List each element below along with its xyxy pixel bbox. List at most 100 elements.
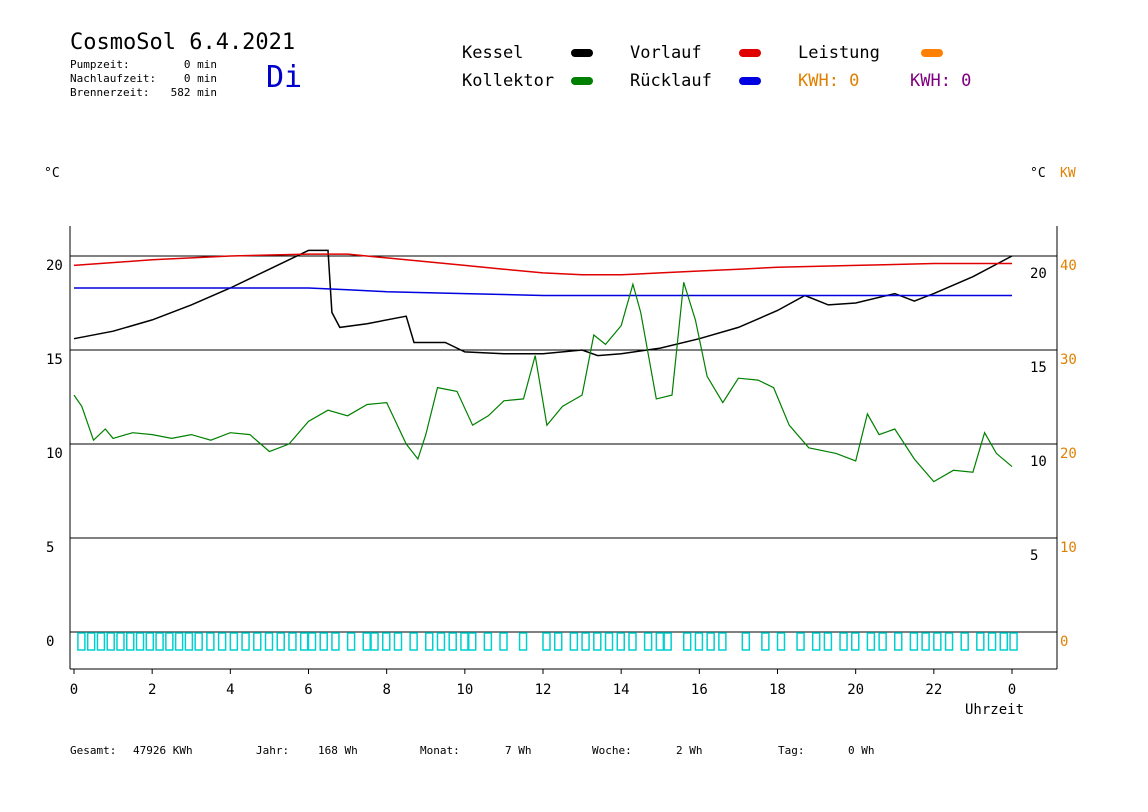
y-tick-label-right: 5 bbox=[1030, 548, 1038, 564]
footer-gesamt-value: 47926 KWh bbox=[133, 744, 193, 757]
legend-ruecklauf-label: Rücklauf bbox=[630, 71, 712, 91]
pump-marker bbox=[878, 632, 887, 651]
legend-kwh-solar: KWH: 0 bbox=[798, 71, 860, 91]
pump-marker bbox=[593, 632, 602, 651]
pump-marker bbox=[542, 632, 551, 651]
pump-marker bbox=[933, 632, 942, 651]
pump-marker bbox=[643, 632, 653, 651]
pump-marker bbox=[253, 632, 262, 651]
pump-marker bbox=[604, 632, 614, 651]
y-tick-label-left: 10 bbox=[46, 446, 63, 462]
legend-kollektor-label: Kollektor bbox=[462, 71, 555, 91]
y-tick-label-right: 10 bbox=[1030, 454, 1047, 470]
footer-woche-value: 2 Wh bbox=[676, 744, 703, 757]
left-axis-unit: °C bbox=[44, 166, 60, 181]
pump-marker bbox=[823, 632, 833, 651]
pump-marker bbox=[866, 632, 876, 651]
pump-marker bbox=[921, 632, 930, 651]
pump-marker bbox=[174, 632, 184, 651]
pump-marker bbox=[126, 632, 135, 651]
pump-marker bbox=[331, 632, 340, 651]
nachlaufzeit-value: 0 min bbox=[183, 72, 217, 85]
pump-marker bbox=[976, 632, 985, 651]
footer-monat-label: Monat: bbox=[420, 744, 460, 757]
x-tick-label: 4 bbox=[226, 682, 234, 698]
y-tick-label-kw: 40 bbox=[1060, 258, 1077, 274]
brennerzeit-value: 582 min bbox=[170, 86, 217, 99]
x-tick-label: 16 bbox=[691, 682, 708, 698]
footer-gesamt-label: Gesamt: bbox=[70, 744, 117, 757]
y-tick-label-left: 0 bbox=[46, 634, 54, 650]
pumpzeit-value: 0 min bbox=[183, 58, 217, 71]
pump-marker bbox=[436, 632, 446, 651]
pump-marker bbox=[616, 632, 626, 651]
right-axis-unit: °C bbox=[1030, 166, 1046, 181]
pump-marker bbox=[165, 632, 174, 651]
pump-marker bbox=[194, 632, 203, 651]
legend-leistung-swatch bbox=[921, 49, 943, 57]
y-tick-label-right: 15 bbox=[1030, 360, 1047, 376]
brennerzeit-label: Brennerzeit: bbox=[70, 86, 150, 99]
pump-marker bbox=[276, 632, 285, 651]
right-axis-unit-kw: KW bbox=[1060, 166, 1076, 181]
pump-marker bbox=[184, 632, 194, 651]
pump-marker bbox=[663, 632, 672, 651]
x-tick-label: 6 bbox=[304, 682, 312, 698]
pump-marker bbox=[96, 632, 106, 651]
x-tick-label: 0 bbox=[70, 682, 78, 698]
y-tick-label-kw: 10 bbox=[1060, 540, 1077, 556]
x-tick-label: 10 bbox=[456, 682, 473, 698]
x-tick-label: 0 bbox=[1008, 682, 1016, 698]
x-tick-label: 2 bbox=[148, 682, 156, 698]
legend-leistung-label: Leistung bbox=[798, 43, 880, 63]
pump-marker bbox=[467, 632, 477, 651]
pump-marker bbox=[694, 632, 704, 651]
legend-vorlauf-swatch bbox=[739, 49, 761, 57]
y-tick-label-left: 5 bbox=[46, 540, 54, 556]
pump-marker bbox=[264, 632, 274, 651]
pump-marker bbox=[909, 632, 919, 651]
pump-marker bbox=[77, 632, 86, 651]
pump-marker bbox=[425, 632, 434, 651]
legend-kwh-other: KWH: 0 bbox=[910, 71, 972, 91]
app-title: CosmoSol 6.4.2021 bbox=[70, 30, 296, 55]
pump-marker bbox=[86, 632, 96, 651]
y-tick-label-kw: 30 bbox=[1060, 352, 1077, 368]
pump-marker bbox=[518, 632, 528, 651]
pumpzeit-label: Pumpzeit: bbox=[70, 58, 130, 71]
legend-kollektor-swatch bbox=[571, 77, 593, 85]
x-tick-label: 12 bbox=[535, 682, 552, 698]
pump-marker bbox=[839, 632, 848, 651]
legend-kessel-label: Kessel bbox=[462, 43, 524, 63]
pump-marker bbox=[553, 632, 563, 651]
legend-vorlauf-label: Vorlauf bbox=[630, 43, 702, 63]
x-tick-label: 8 bbox=[382, 682, 390, 698]
pump-marker bbox=[628, 632, 637, 651]
series-line-kessel bbox=[73, 249, 1013, 357]
footer-tag-value: 0 Wh bbox=[848, 744, 875, 757]
pump-marker bbox=[761, 632, 770, 651]
pump-marker bbox=[229, 632, 239, 651]
pump-marker bbox=[1009, 632, 1018, 651]
footer-jahr-value: 168 Wh bbox=[318, 744, 358, 757]
pump-marker bbox=[116, 632, 125, 651]
pump-marker bbox=[299, 632, 309, 651]
legend-ruecklauf-swatch bbox=[739, 77, 761, 85]
footer-tag-label: Tag: bbox=[778, 744, 805, 757]
x-tick-label: 18 bbox=[769, 682, 786, 698]
y-tick-label-left: 15 bbox=[46, 352, 63, 368]
pump-marker bbox=[718, 632, 727, 651]
pump-marker bbox=[319, 632, 328, 651]
pump-marker bbox=[851, 632, 860, 651]
weekday-label: Di bbox=[266, 60, 303, 95]
pump-marker bbox=[741, 632, 751, 651]
y-tick-label-left: 20 bbox=[46, 258, 63, 274]
pump-marker bbox=[776, 632, 786, 651]
pump-marker bbox=[409, 632, 418, 651]
x-tick-label: 14 bbox=[613, 682, 630, 698]
pump-marker bbox=[288, 632, 297, 651]
pump-marker bbox=[346, 632, 356, 651]
pump-marker bbox=[206, 632, 215, 651]
x-tick-label: 20 bbox=[847, 682, 864, 698]
